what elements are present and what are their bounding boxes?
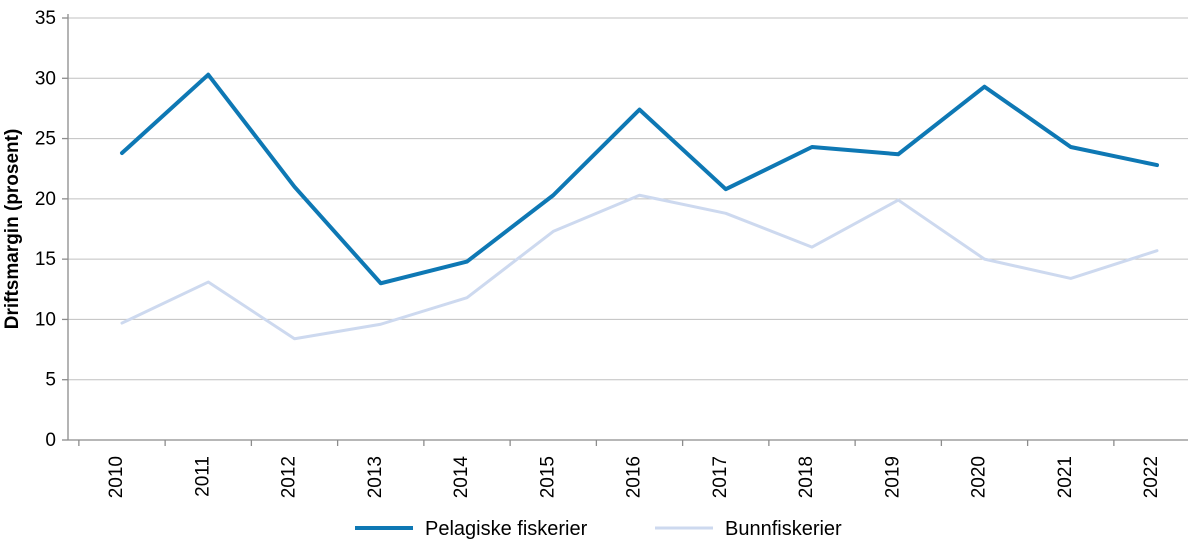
x-tick-label: 2021 — [1055, 456, 1076, 498]
y-axis-title: Driftsmargin (prosent) — [2, 129, 23, 330]
y-tick-label: 0 — [45, 430, 56, 451]
line-series-pelagiske-fiskerier — [120, 72, 1159, 286]
y-tick-label: 5 — [45, 370, 56, 391]
axes — [67, 14, 1188, 441]
y-tick-label: 35 — [35, 8, 56, 29]
x-axis: 2010 2011 2012 2013 2014 2015 2016 2017 2018 2019… — [78, 440, 1162, 499]
x-tick-label: 2010 — [106, 456, 127, 498]
x-tick-label: 2017 — [710, 456, 731, 498]
y-axis: 0 5 10 15 20 25 30 35 — [35, 8, 68, 451]
x-tick-label: 2018 — [796, 456, 817, 498]
x-tick-label: 2014 — [451, 456, 472, 499]
legend-item-pelagiske-fiskerier: Pelagiske fiskerier — [355, 518, 588, 540]
legend-label: Bunnfiskerier — [725, 518, 842, 540]
x-tick-label: 2022 — [1141, 456, 1162, 498]
x-tick-label: 2011 — [192, 456, 213, 497]
y-tick-label: 20 — [35, 189, 56, 210]
x-tick-label: 2013 — [365, 456, 386, 498]
x-tick-label: 2015 — [537, 456, 558, 498]
series-lines — [120, 72, 1159, 341]
x-tick-label: 2016 — [624, 456, 645, 498]
legend-label: Pelagiske fiskerier — [425, 518, 588, 540]
line-series-bunnfiskerier — [120, 193, 1159, 341]
x-tick-label: 2012 — [279, 456, 300, 498]
legend-item-bunnfiskerier: Bunnfiskerier — [655, 518, 842, 540]
y-tick-label: 25 — [35, 129, 56, 150]
y-tick-label: 30 — [35, 68, 56, 89]
x-tick-label: 2020 — [969, 456, 990, 498]
x-tick-label: 2019 — [882, 456, 903, 498]
y-tick-label: 10 — [35, 309, 56, 330]
legend: Pelagiske fiskerier Bunnfiskerier — [355, 518, 842, 540]
gridlines — [68, 17, 1188, 381]
y-tick-label: 15 — [35, 249, 56, 270]
